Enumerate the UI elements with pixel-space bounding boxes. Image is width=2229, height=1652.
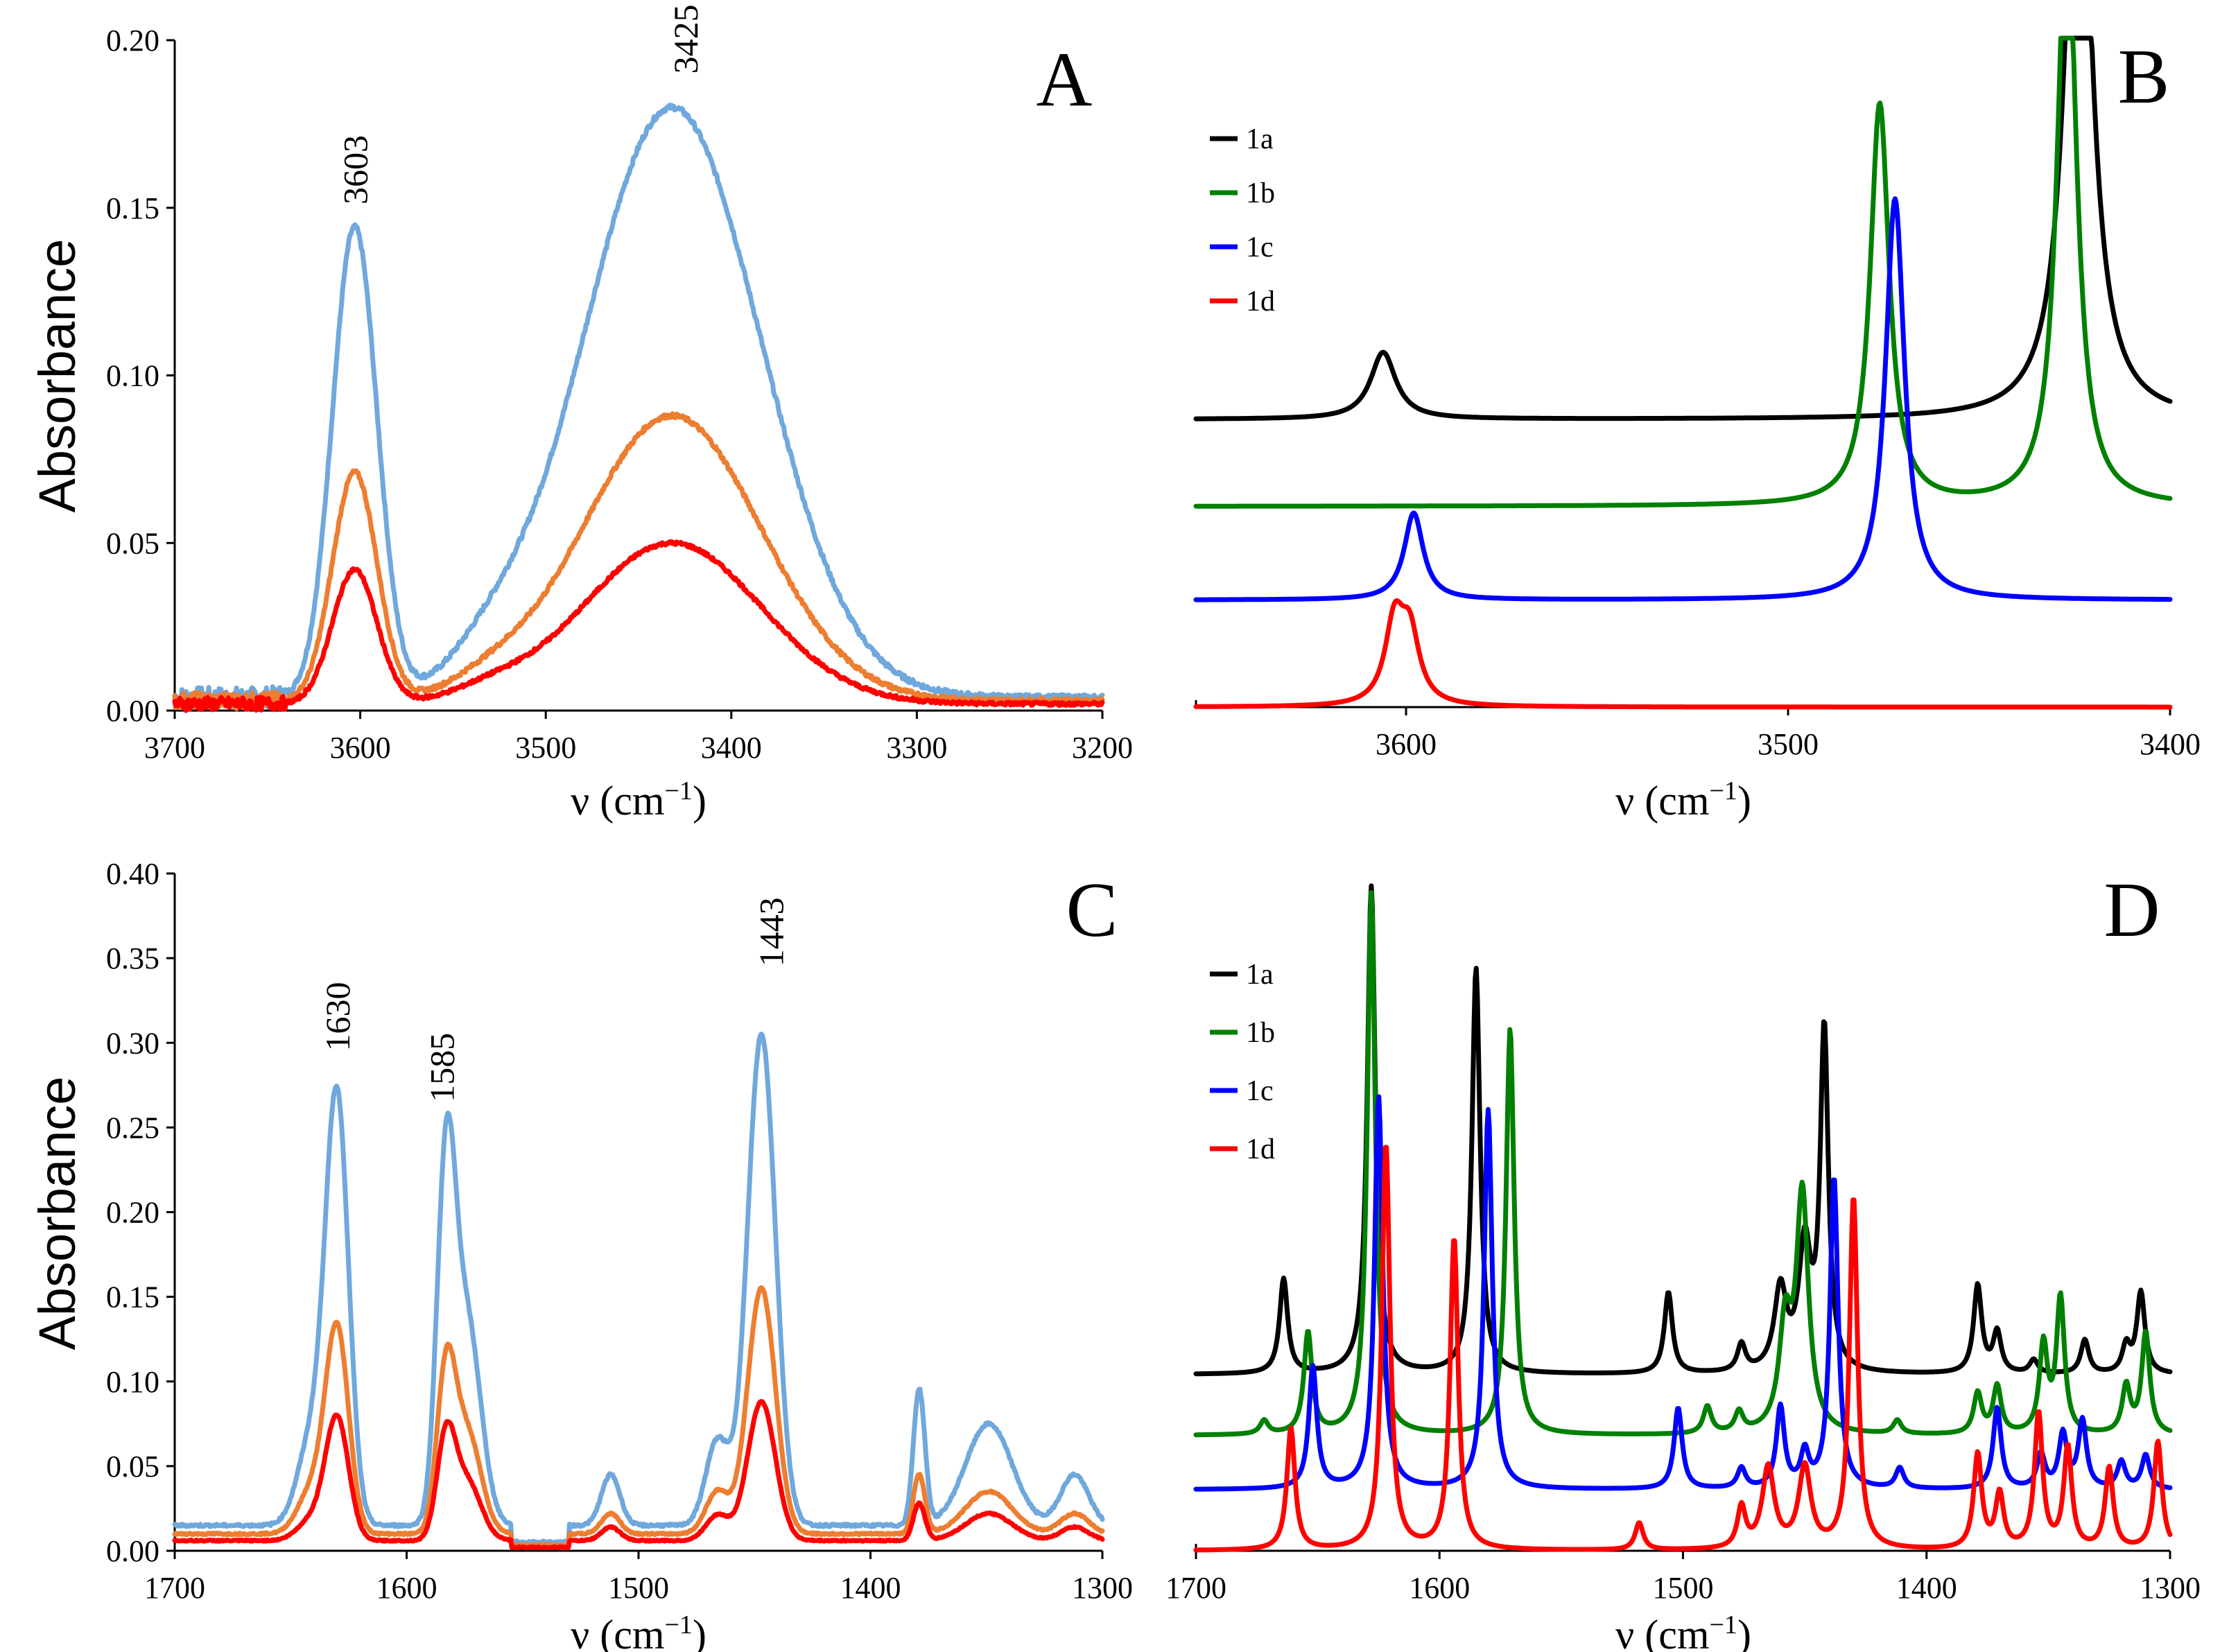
x-tick-label: 3500 xyxy=(515,731,576,765)
panel-letter-a: A xyxy=(1037,37,1093,123)
x-tick-label: 3400 xyxy=(2140,727,2201,761)
y-tick-label: 0.30 xyxy=(106,1026,159,1060)
x-tick-label: 3200 xyxy=(1072,731,1133,765)
peak-label: 1443 xyxy=(752,897,791,966)
peak-label: 3603 xyxy=(336,135,375,205)
y-tick-label: 0.25 xyxy=(106,1111,159,1145)
panel-d: D ν (cm−1) 1700 1600 1500 1400 1300 1a 1b 1c 1d xyxy=(1165,867,2201,1652)
series-line-1a xyxy=(1193,35,2173,421)
legend-label-1a: 1a xyxy=(1246,959,1274,991)
panel-letter-d: D xyxy=(2104,867,2160,953)
x-tick-label: 1500 xyxy=(608,1571,669,1605)
series-line-1b xyxy=(1193,35,2173,509)
y-tick-label: 0.00 xyxy=(106,1534,159,1568)
series-line-1d xyxy=(1193,598,2173,710)
x-tick-label: 3300 xyxy=(886,731,947,765)
series-group xyxy=(1193,35,2173,710)
series-line-orange xyxy=(172,1285,1105,1549)
y-tick-label: 0.15 xyxy=(106,1280,159,1314)
y-tick-label: 0.05 xyxy=(106,526,159,560)
x-tick-label: 1600 xyxy=(1409,1571,1470,1605)
series-line-1c xyxy=(1193,196,2173,602)
series-line-1b xyxy=(1193,890,2173,1438)
y-tick-label: 0.20 xyxy=(106,24,159,58)
series-line-red xyxy=(172,1399,1105,1551)
y-tick-label: 0.15 xyxy=(106,191,159,225)
y-tick-label: 0.35 xyxy=(106,941,159,975)
y-tick-label: 0.40 xyxy=(106,857,159,891)
legend-label-1a: 1a xyxy=(1246,123,1274,155)
legend-label-1d: 1d xyxy=(1246,1133,1275,1165)
axes: 3700 3600 3500 3400 3300 3200 0.00 0.05 0.10 0.15… xyxy=(106,24,1133,765)
series-line-1a xyxy=(1193,883,2173,1377)
x-tick-label: 3600 xyxy=(330,731,391,765)
x-tick-label: 3500 xyxy=(1758,727,1819,761)
x-axis-title-a: ν (cm−1) xyxy=(571,776,706,824)
y-axis-title-a: Absorbance xyxy=(28,239,86,513)
x-tick-label: 1700 xyxy=(1165,1571,1226,1605)
series-group xyxy=(172,1032,1105,1551)
series-line-1c xyxy=(1193,1094,2173,1492)
x-tick-label: 3700 xyxy=(144,731,205,765)
peak-label: 1630 xyxy=(318,982,357,1051)
x-axis-title-b: ν (cm−1) xyxy=(1615,776,1751,824)
y-tick-label: 0.10 xyxy=(106,1365,159,1399)
series-group xyxy=(172,103,1105,713)
legend-label-1c: 1c xyxy=(1246,232,1274,263)
x-tick-label: 3600 xyxy=(1376,727,1437,761)
panel-b: B ν (cm−1) 3600 3500 3400 1a 1b 1c 1d xyxy=(1193,34,2201,824)
x-tick-label: 1400 xyxy=(1896,1571,1957,1605)
x-tick-label: 1500 xyxy=(1653,1571,1714,1605)
x-tick-label: 1300 xyxy=(1072,1571,1133,1605)
x-tick-label: 3400 xyxy=(701,731,762,765)
legend-label-1c: 1c xyxy=(1246,1075,1274,1107)
series-group xyxy=(1193,883,2173,1553)
y-axis-title-c: Absorbance xyxy=(28,1077,86,1350)
legend: 1a 1b 1c 1d xyxy=(1210,959,1275,1165)
x-tick-label: 1600 xyxy=(376,1571,437,1605)
x-axis-title-c: ν (cm−1) xyxy=(571,1610,706,1652)
panel-c: C Absorbance ν (cm−1) 1700 1600 1500 1400 13… xyxy=(28,857,1133,1652)
panel-letter-c: C xyxy=(1066,867,1118,953)
panel-letter-b: B xyxy=(2118,34,2170,120)
legend-label-1d: 1d xyxy=(1246,286,1275,318)
x-tick-label: 1400 xyxy=(840,1571,901,1605)
axes: 1700 1600 1500 1400 1300 xyxy=(1165,1544,2201,1605)
legend: 1a 1b 1c 1d xyxy=(1210,123,1275,318)
series-line-red xyxy=(172,539,1105,713)
y-tick-label: 0.10 xyxy=(106,359,159,393)
y-tick-label: 0.00 xyxy=(106,694,159,728)
peak-label: 1585 xyxy=(423,1033,462,1102)
legend-label-1b: 1b xyxy=(1246,177,1275,209)
x-tick-label: 1300 xyxy=(2140,1571,2201,1605)
x-axis-title-d: ν (cm−1) xyxy=(1615,1610,1751,1652)
series-line-orange xyxy=(172,411,1105,711)
legend-label-1b: 1b xyxy=(1246,1017,1275,1049)
x-tick-label: 1700 xyxy=(144,1571,205,1605)
series-line-blue xyxy=(172,103,1105,710)
axes: 1700 1600 1500 1400 1300 0.00 0.05 0.10 0.15 0.20… xyxy=(106,857,1133,1605)
peak-label: 3425 xyxy=(666,4,705,73)
series-line-blue xyxy=(172,1032,1105,1546)
y-tick-label: 0.20 xyxy=(106,1196,159,1230)
panel-a: A Absorbance ν (cm−1) 3700 3600 3500 3400 33… xyxy=(28,4,1133,824)
y-tick-label: 0.05 xyxy=(106,1450,159,1484)
series-line-1d xyxy=(1193,1145,2173,1553)
